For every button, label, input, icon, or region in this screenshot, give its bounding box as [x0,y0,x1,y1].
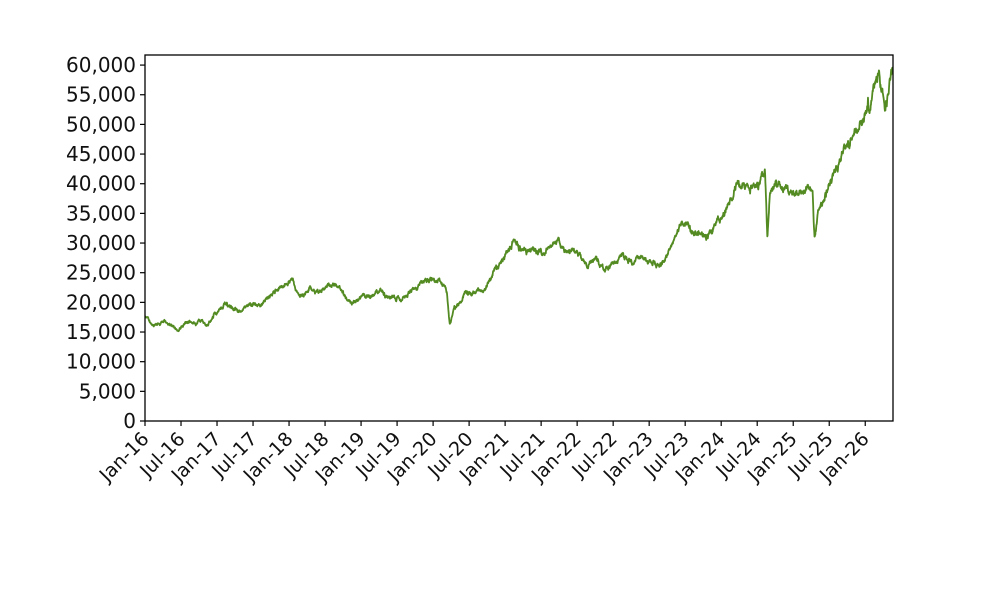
y-tick-label: 35,000 [66,201,136,225]
y-tick-label: 45,000 [66,142,136,166]
y-tick-label: 55,000 [66,83,136,107]
y-tick-label: 25,000 [66,261,136,285]
y-tick-label: 40,000 [66,172,136,196]
y-tick-label: 50,000 [66,112,136,136]
y-tick-label: 10,000 [66,350,136,374]
y-tick-label: 30,000 [66,231,136,255]
y-tick-label: 5,000 [79,379,136,403]
y-tick-label: 0 [123,409,136,433]
y-tick-label: 20,000 [66,290,136,314]
plot-border [144,54,894,422]
y-tick-label: 15,000 [66,320,136,344]
data-series-line [145,66,893,333]
y-tick-label: 60,000 [66,53,136,77]
